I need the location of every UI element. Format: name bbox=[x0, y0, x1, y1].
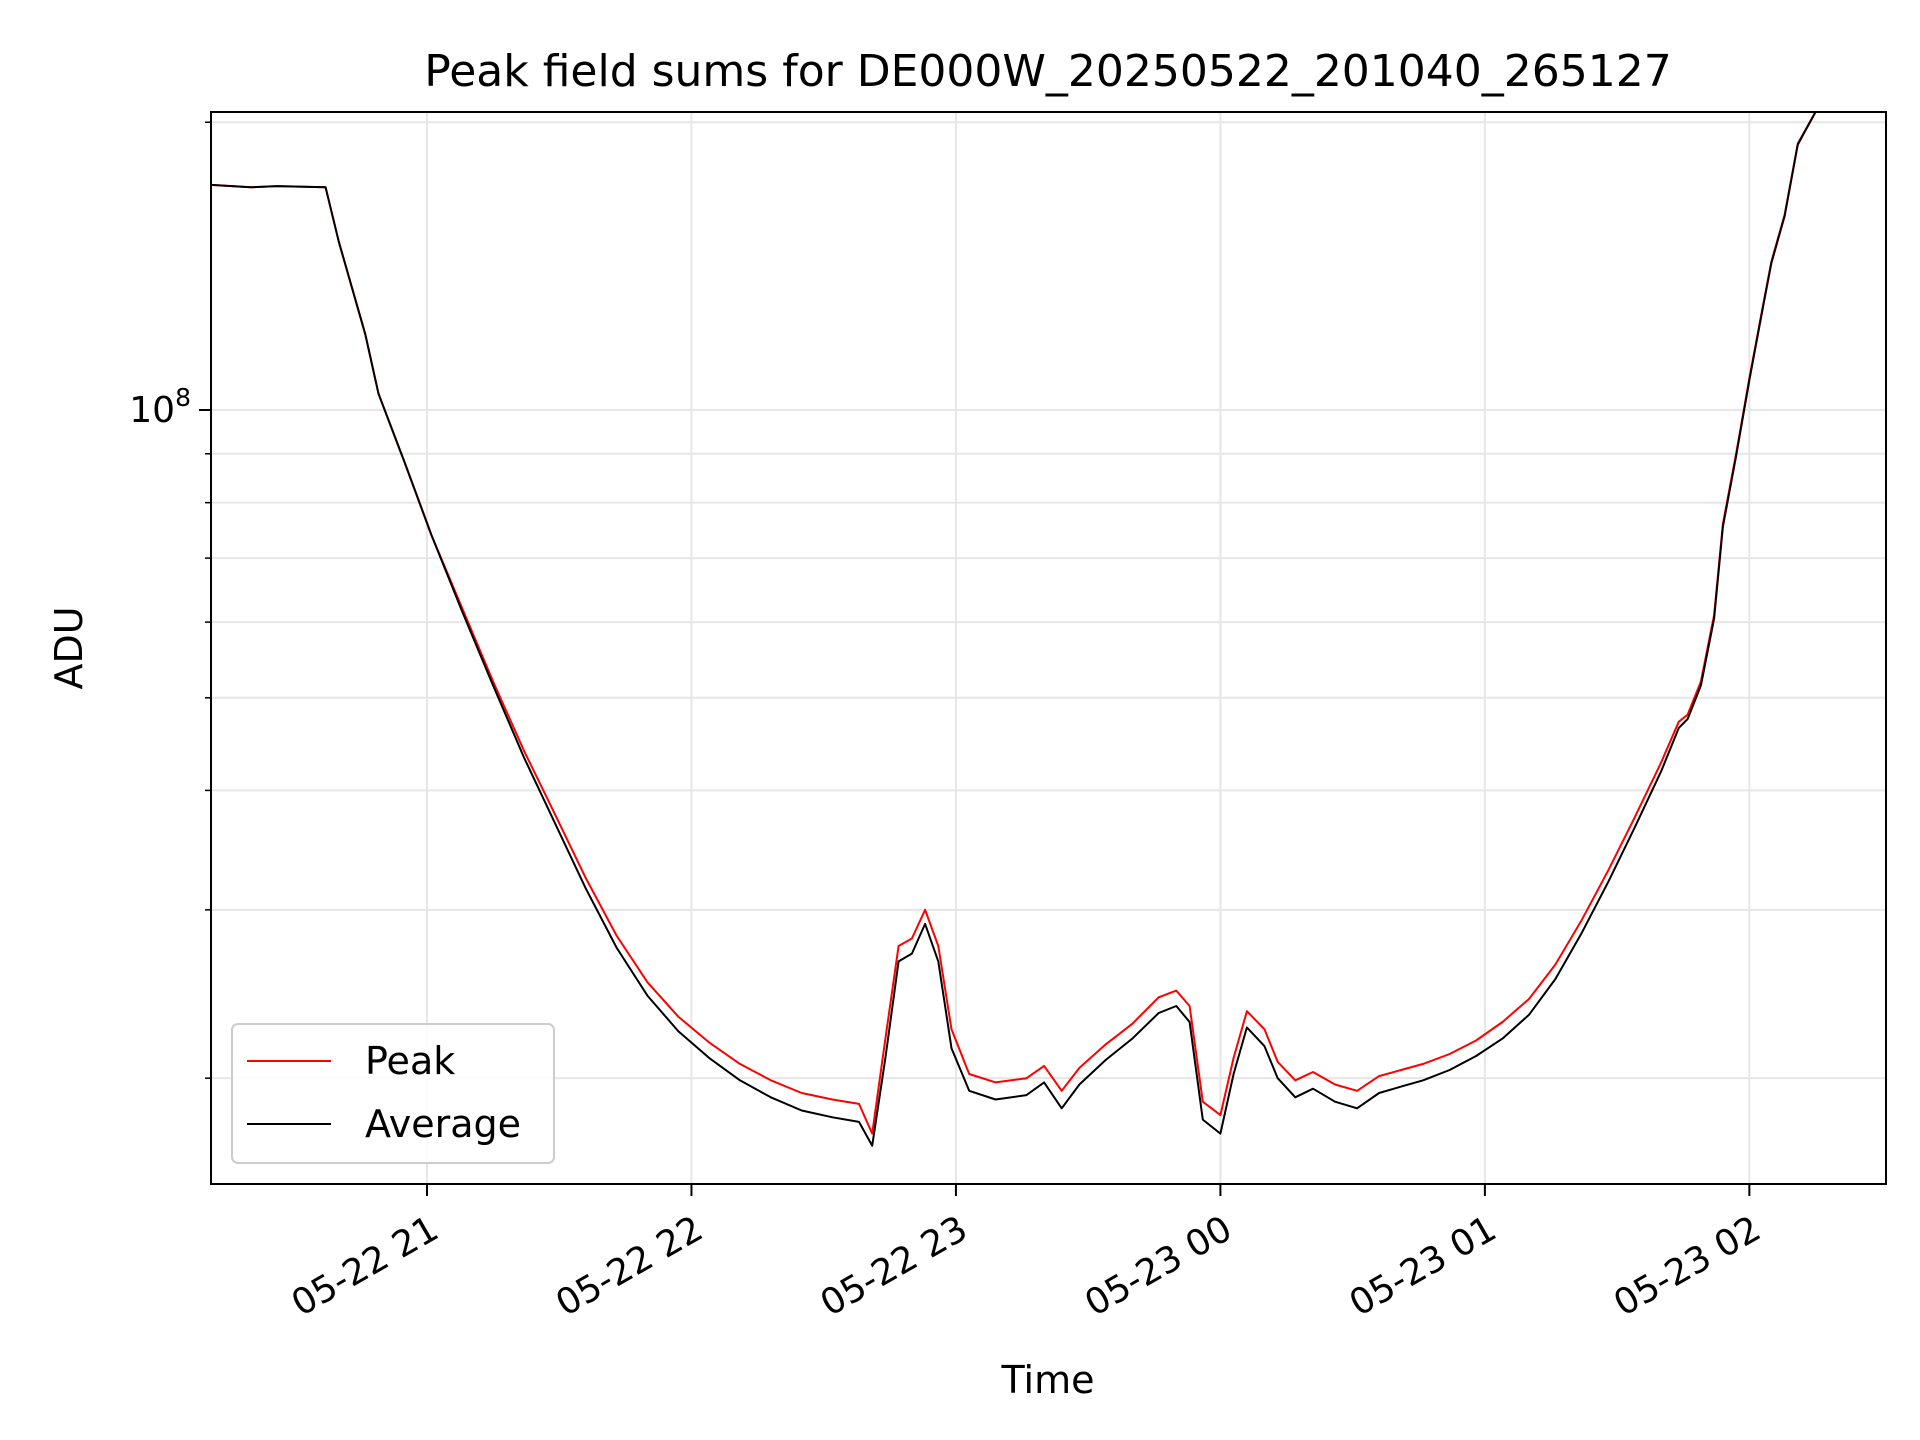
x-axis-label: Time bbox=[1001, 1358, 1095, 1402]
series-line-peak bbox=[211, 112, 1817, 1135]
legend-box bbox=[231, 1023, 555, 1164]
plot-frame bbox=[210, 111, 1887, 1185]
grid bbox=[211, 112, 1886, 1184]
y-axis-label: ADU bbox=[47, 606, 91, 689]
legend-label-average: Average bbox=[365, 1102, 521, 1146]
series-layer bbox=[211, 112, 1817, 1147]
legend: Peak Average bbox=[231, 1023, 555, 1164]
legend-label-peak: Peak bbox=[365, 1039, 455, 1083]
chart-title: Peak field sums for DE000W_20250522_2010… bbox=[424, 46, 1672, 97]
series-line-average bbox=[211, 112, 1817, 1147]
